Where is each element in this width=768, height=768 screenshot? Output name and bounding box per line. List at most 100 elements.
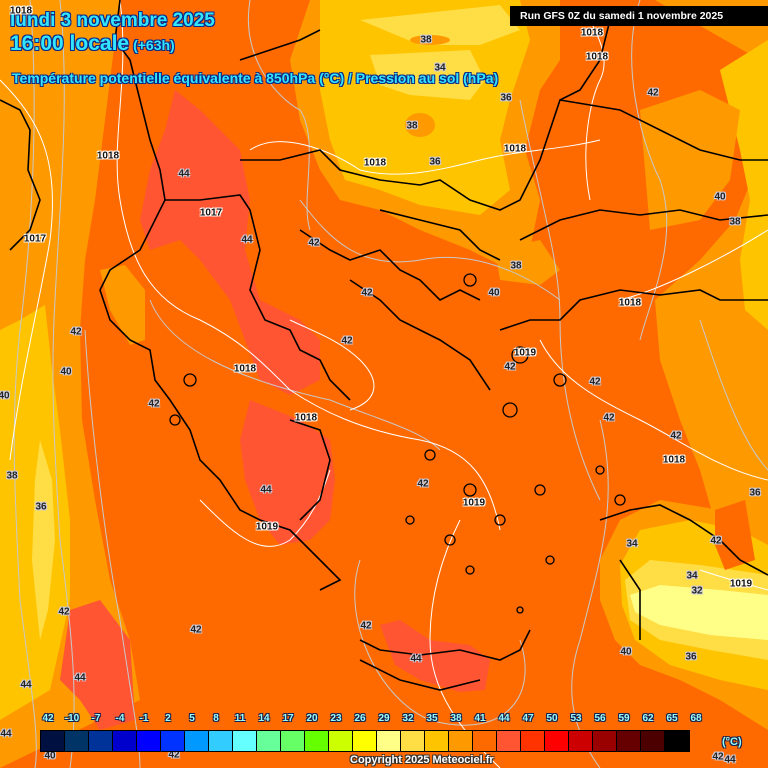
temperature-label: 44 [74,672,86,684]
legend-swatch [449,731,473,751]
legend-tick: 50 [546,713,558,724]
temperature-label: 34 [434,62,446,74]
temperature-label: 36 [749,487,761,499]
temperature-label: 42 [308,237,320,249]
pressure-label: 1018 [294,412,318,424]
legend-swatch [521,731,545,751]
legend-swatch [209,731,233,751]
legend-tick: 59 [618,713,630,724]
legend-tick: 20 [306,713,318,724]
legend-swatch [185,731,209,751]
legend-swatch [137,731,161,751]
legend-tick: 11 [234,713,246,724]
temperature-label: 36 [35,501,47,513]
temperature-label: 40 [60,366,72,378]
temperature-label: 44 [178,168,190,180]
legend-swatch [569,731,593,751]
parameter-title: Température potentielle équivalente à 85… [12,70,499,86]
temperature-label: 38 [510,260,522,272]
pressure-label: 1017 [199,207,223,219]
legend-tick: 44 [498,713,510,724]
legend-tick: -1 [139,713,149,724]
pressure-label: 1018 [9,5,33,17]
temperature-label: 44 [241,234,253,246]
temperature-label: 36 [685,651,697,663]
forecast-lead-time: (+63h) [133,37,175,53]
temperature-label: 40 [488,287,500,299]
temperature-label: 42 [168,749,180,761]
legend-tick: 65 [666,713,678,724]
temperature-label: 38 [420,34,432,46]
legend-swatch [617,731,641,751]
pressure-label: 1018 [618,297,642,309]
pressure-label: 1018 [503,143,527,155]
temperature-label: 42 [504,361,516,373]
legend-swatch [113,731,137,751]
temperature-label: 44 [260,484,272,496]
copyright: Copyright 2025 Meteociel.fr [350,754,494,766]
legend-tick: 35 [426,713,438,724]
temperature-label: 38 [729,216,741,228]
legend-tick: 5 [189,713,195,724]
temperature-label: 40 [620,646,632,658]
temperature-label: 44 [724,754,736,766]
pressure-label: 1019 [513,347,537,359]
legend-swatch [161,731,185,751]
legend-tick: 56 [594,713,606,724]
legend-tick: 68 [690,713,702,724]
legend-tick: 53 [570,713,582,724]
pressure-label: 1018 [585,51,609,63]
legend-tick: 29 [378,713,390,724]
legend-swatch [473,731,497,751]
pressure-label: 1018 [363,157,387,169]
temperature-label: 36 [500,92,512,104]
legend-tick: 17 [282,713,294,724]
legend-swatch [65,731,89,751]
temperature-label: 42 [341,335,353,347]
pressure-label: 1018 [96,150,120,162]
forecast-date: lundi 3 novembre 2025 [10,10,215,31]
temperature-label: 38 [406,120,418,132]
temperature-label: 42 [148,398,160,410]
pressure-label: 1018 [233,363,257,375]
legend-tick: 26 [354,713,366,724]
legend-tick: 23 [330,713,342,724]
legend-tick: -7 [91,713,101,724]
temperature-label: 36 [429,156,441,168]
color-legend [40,730,690,752]
pressure-label: 1018 [580,27,604,39]
legend-tick: 32 [402,713,414,724]
temperature-label: 44 [20,679,32,691]
temperature-label: 40 [44,750,56,762]
legend-swatch [353,731,377,751]
legend-tick: 14 [258,713,270,724]
legend-swatch [377,731,401,751]
legend-swatch [233,731,257,751]
temperature-label: 42 [190,624,202,636]
legend-unit: (°C) [722,736,742,748]
temperature-label: 44 [0,728,12,740]
temperature-label: 42 [417,478,429,490]
temperature-label: 40 [0,390,10,402]
temperature-label: 42 [360,620,372,632]
legend-swatch [89,731,113,751]
legend-swatch [257,731,281,751]
temperature-label: 42 [361,287,373,299]
legend-swatch [41,731,65,751]
temperature-label: 44 [410,653,422,665]
legend-swatch [401,731,425,751]
legend-swatch [305,731,329,751]
legend-tick: 41 [474,713,486,724]
temperature-label: 42 [647,87,659,99]
temperature-label: 42 [70,326,82,338]
legend-tick: 2 [165,713,171,724]
temperature-label: 42 [710,535,722,547]
legend-tick: -4 [115,713,125,724]
legend-swatch [497,731,521,751]
temperature-label: 40 [714,191,726,203]
temperature-label: 34 [686,570,698,582]
temperature-label: 42 [603,412,615,424]
legend-swatch [545,731,569,751]
legend-swatch [329,731,353,751]
